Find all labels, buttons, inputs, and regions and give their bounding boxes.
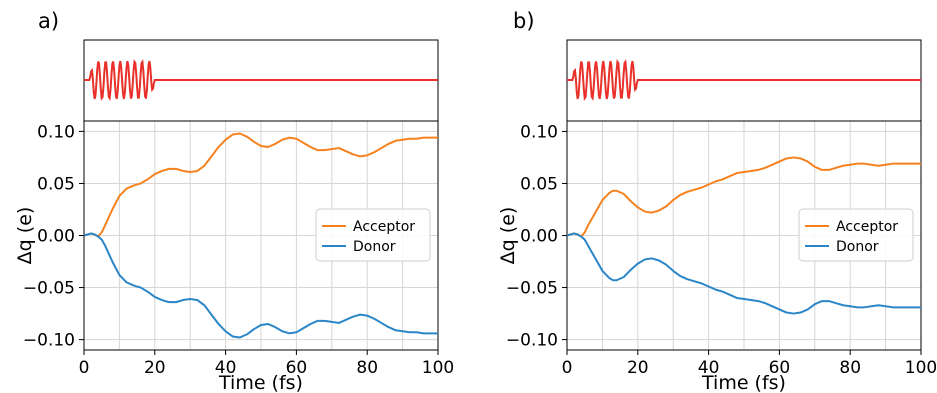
x-tick-label: 100 [422, 358, 454, 378]
axes-frame [566, 39, 922, 351]
y-tick-label: 0.05 [37, 174, 75, 194]
x-tick-label: 40 [698, 358, 720, 378]
y-tick-label: −0.05 [23, 279, 75, 299]
x-tick-label: 0 [79, 358, 90, 378]
legend-label: Donor [836, 239, 879, 255]
x-tick-label: 80 [356, 358, 378, 378]
y-tick-label: −0.05 [506, 279, 558, 299]
x-tick-label: 60 [769, 358, 791, 378]
pulse-line [84, 59, 438, 101]
x-tick-label: 20 [144, 358, 166, 378]
y-tick-label: −0.10 [23, 331, 75, 351]
x-tick-label: 100 [905, 358, 937, 378]
y-tick-label: 0.05 [520, 174, 558, 194]
series-line-donor [83, 232, 438, 339]
y-tick-label: 0.10 [37, 122, 75, 142]
y-tick-label: 0.00 [520, 227, 558, 247]
y-axis-label: Δq (e) [497, 207, 519, 265]
series-line-donor [566, 232, 921, 315]
legend-box [315, 208, 431, 262]
panel-label: b) [513, 9, 535, 33]
x-tick-label: 40 [215, 358, 237, 378]
chart-panel: b) 0 20 40 60 80 100 −0.10 −0.05 0.00 0.05 0.10 Time… [497, 9, 937, 393]
x-tick-label: 0 [562, 358, 573, 378]
legend-label: Donor [353, 239, 396, 255]
x-tick-label: 20 [627, 358, 649, 378]
panel-label: a) [38, 9, 59, 33]
chart-panel: a) 0 20 40 60 80 100 −0.10 −0.05 0.00 0.05 0.10 Time… [14, 9, 454, 393]
series-line-acceptor [83, 132, 438, 238]
series-line-acceptor [566, 156, 921, 238]
y-tick-label: −0.10 [506, 331, 558, 351]
legend-label: Acceptor [353, 219, 415, 235]
axes-frame [83, 39, 439, 351]
y-tick-label: 0.10 [520, 122, 558, 142]
y-tick-label: 0.00 [37, 227, 75, 247]
x-axis-label: Time (fs) [701, 372, 786, 393]
legend-label: Acceptor [836, 219, 898, 235]
pulse-line [567, 59, 921, 101]
x-axis-label: Time (fs) [218, 372, 303, 393]
y-axis-label: Δq (e) [14, 207, 36, 265]
x-tick-label: 80 [839, 358, 861, 378]
x-tick-label: 60 [286, 358, 308, 378]
legend-box [798, 208, 914, 262]
